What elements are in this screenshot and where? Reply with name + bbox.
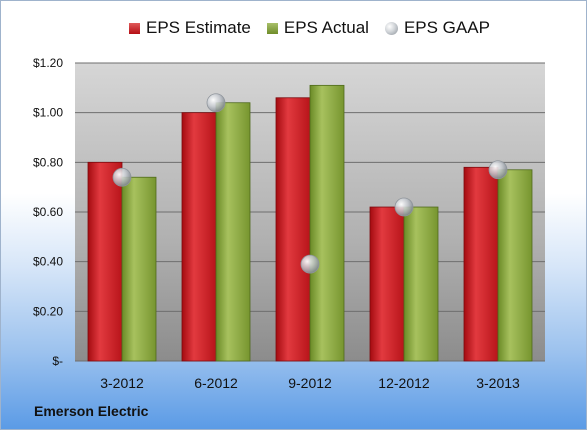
- legend-label-eps-gaap: EPS GAAP: [403, 18, 490, 37]
- bar-eps-estimate: [275, 97, 311, 362]
- legend-swatch-eps-gaap: [384, 21, 398, 35]
- y-tick-label: $0.20: [33, 304, 63, 318]
- point-eps-gaap: [488, 160, 508, 180]
- y-tick-label: $0.60: [33, 205, 63, 219]
- legend-item-eps-estimate: EPS Estimate: [129, 18, 251, 38]
- bar-eps-actual: [309, 84, 345, 362]
- legend-swatch-eps-actual: [266, 22, 278, 34]
- y-tick-label: $1.20: [33, 56, 63, 70]
- point-eps-gaap: [300, 254, 320, 274]
- point-eps-gaap: [112, 167, 132, 187]
- legend-item-eps-gaap: EPS GAAP: [384, 18, 490, 38]
- y-tick-label: $1.00: [33, 106, 63, 120]
- company-label: Emerson Electric: [34, 403, 149, 419]
- y-tick-label: $0.40: [33, 255, 63, 269]
- legend: EPS Estimate EPS Actual EPS GAAP: [129, 18, 506, 38]
- y-tick-label: $0.80: [33, 155, 63, 169]
- legend-swatch-eps-estimate: [129, 22, 140, 34]
- point-eps-gaap: [394, 197, 414, 217]
- x-tick-label: 3-2012: [100, 375, 144, 391]
- x-tick-label: 6-2012: [194, 375, 238, 391]
- legend-label-eps-actual: EPS Actual: [283, 18, 369, 37]
- bar-eps-estimate: [369, 206, 405, 362]
- point-eps-gaap: [206, 93, 226, 113]
- bar-eps-estimate: [87, 161, 123, 362]
- x-tick-label: 9-2012: [288, 375, 332, 391]
- x-tick-label: 3-2013: [476, 375, 520, 391]
- x-tick-label: 12-2012: [378, 375, 430, 391]
- bar-eps-estimate: [463, 166, 499, 362]
- legend-item-eps-actual: EPS Actual: [266, 18, 369, 38]
- bar-eps-actual: [121, 176, 157, 362]
- bar-eps-actual: [403, 206, 439, 362]
- legend-label-eps-estimate: EPS Estimate: [146, 18, 251, 37]
- bar-eps-actual: [497, 169, 533, 362]
- bar-eps-actual: [215, 102, 251, 362]
- bar-eps-estimate: [181, 112, 217, 362]
- y-tick-label: $-: [52, 354, 63, 368]
